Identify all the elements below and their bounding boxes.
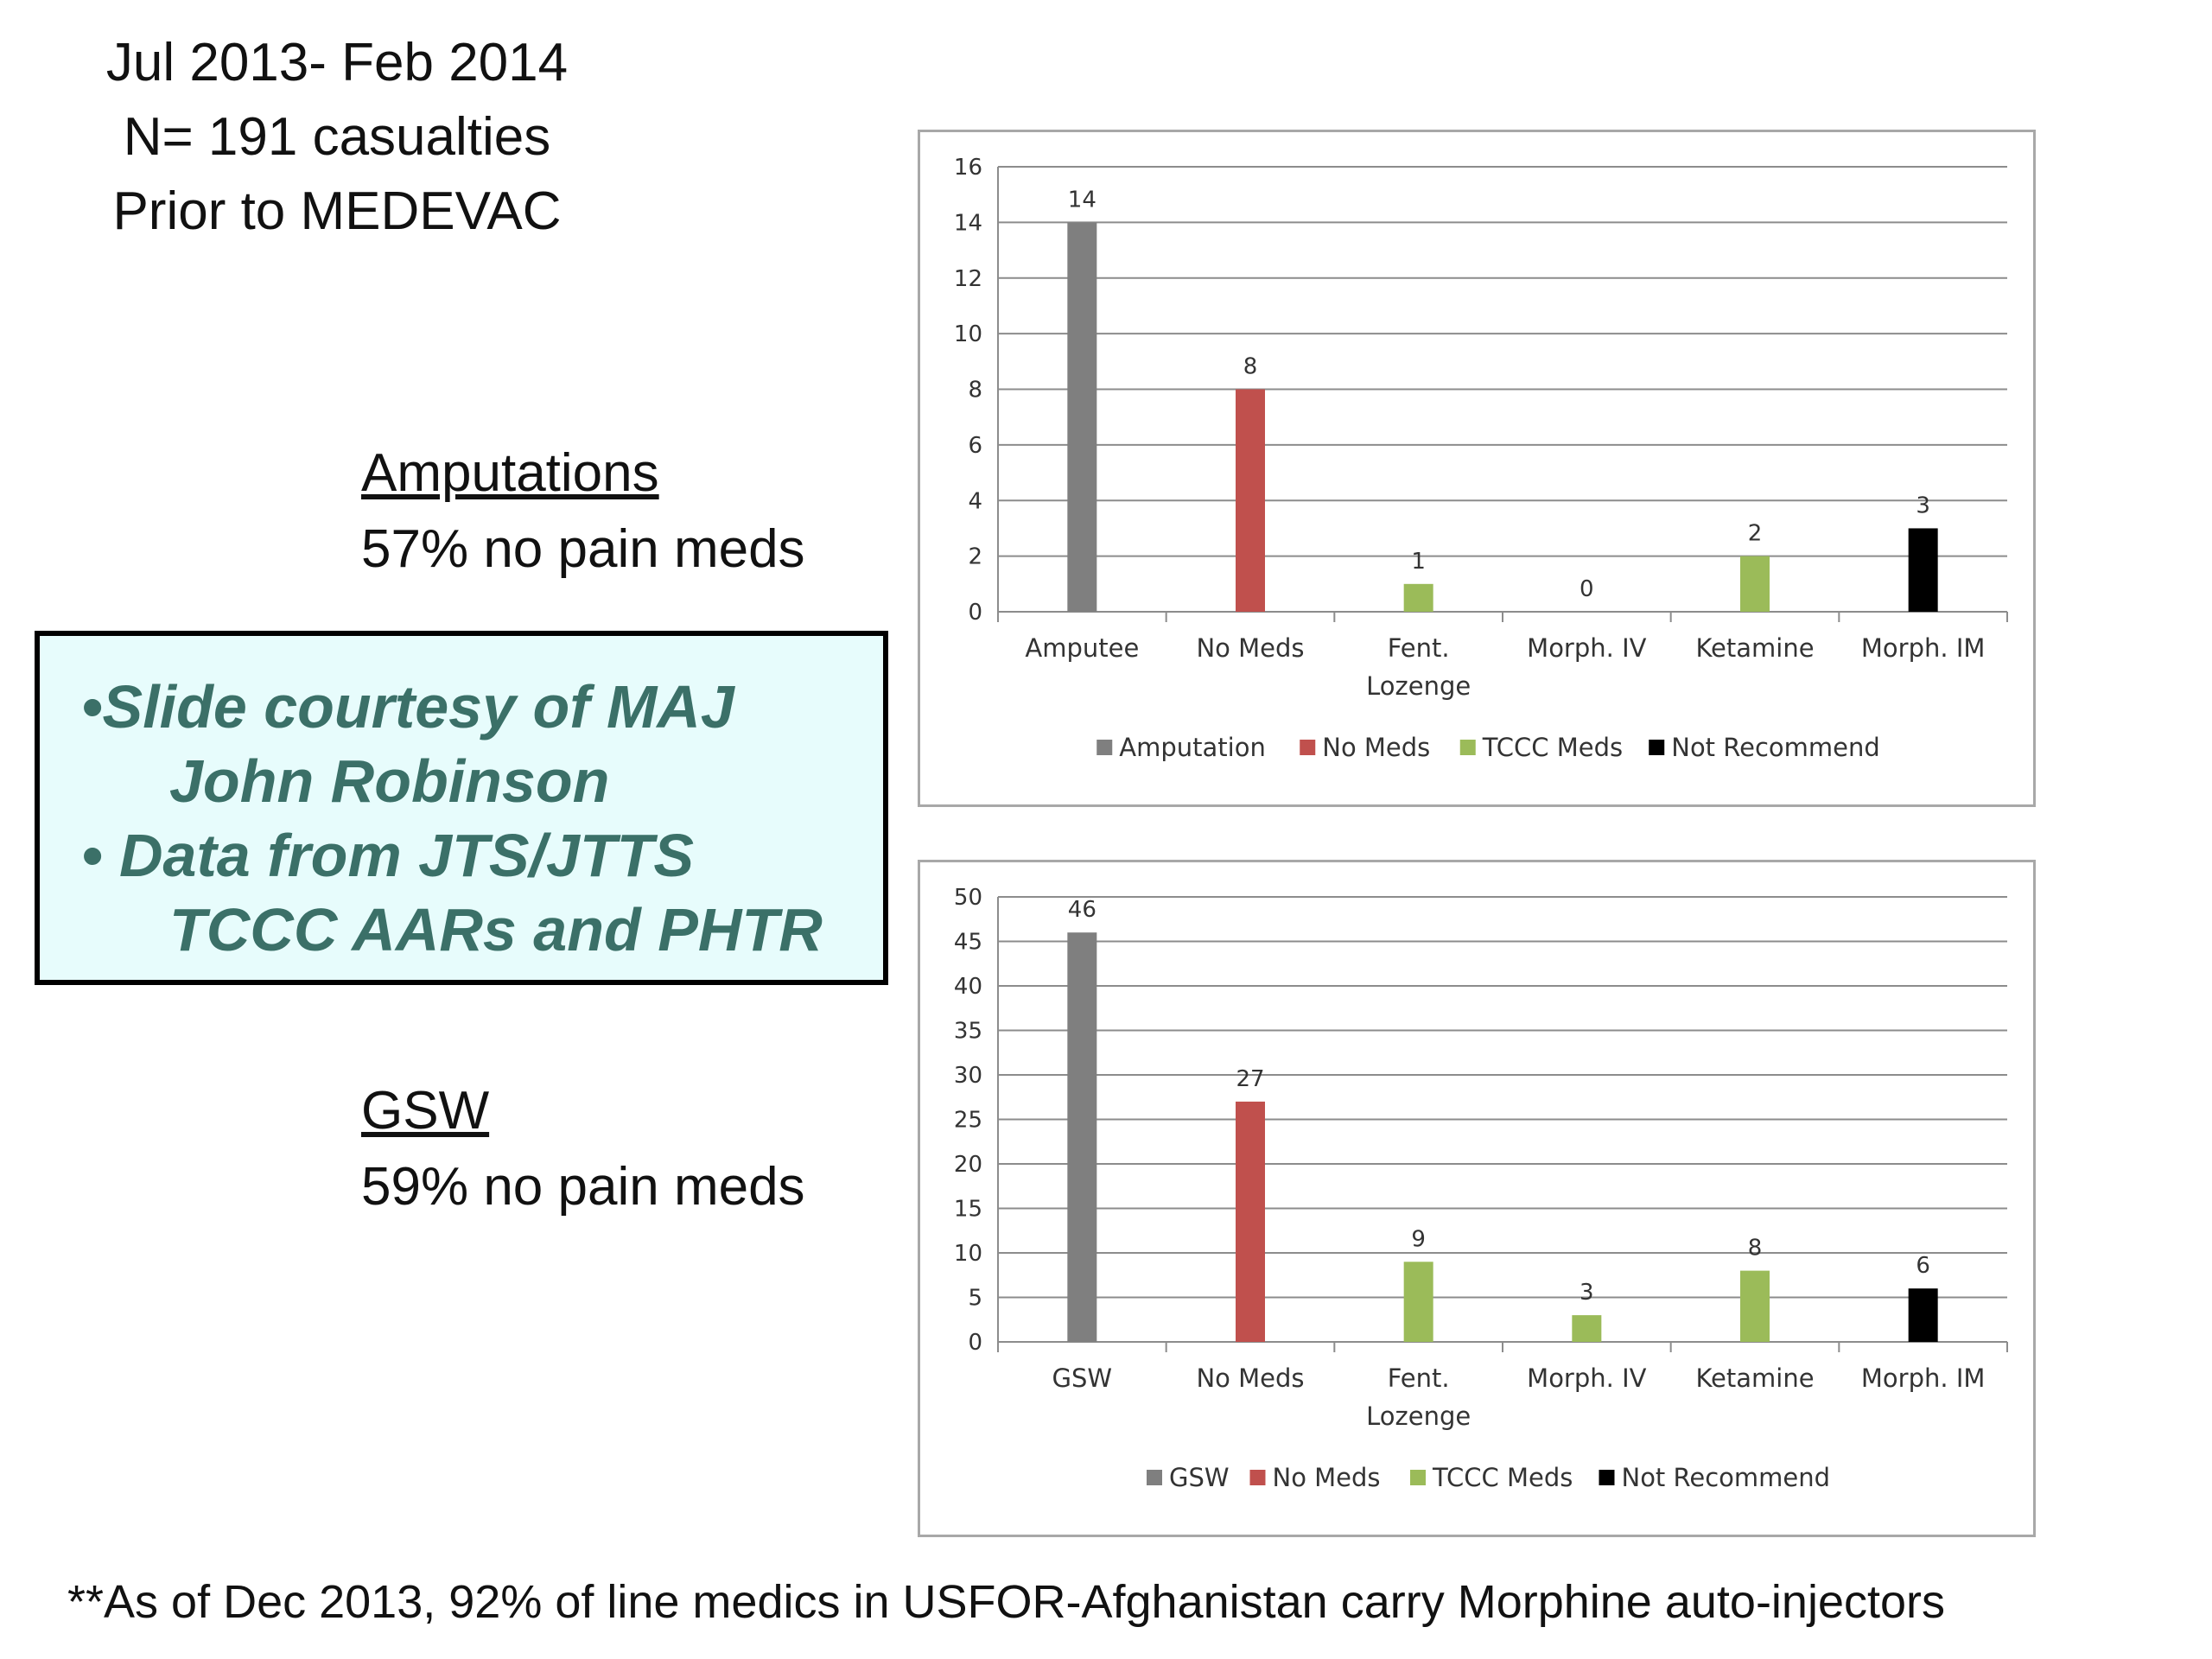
amputations-legend-label: TCCC Meds [1482,733,1623,762]
note-line-1: •Slide courtesy of MAJ [81,673,734,741]
gsw-category-label: Morph. IM [1861,1363,1986,1393]
amputations-category-label: Morph. IV [1527,633,1646,663]
amputations-category-label: No Meds [1196,633,1304,663]
gsw-data-label: 8 [1748,1236,1763,1262]
gsw-y-tick-label: 5 [968,1286,982,1312]
gsw-legend-label: No Meds [1273,1463,1381,1492]
amputations-chart-panel: 0 2 4 6 8 10 12 14 16 14 Amputee 8 No Meds 1 Fent. Loze… [918,130,2036,807]
gsw-y-tick-label: 45 [954,930,982,956]
amputations-category-label: Amputee [1025,633,1139,663]
gsw-legend-label: Not Recommend [1622,1463,1831,1492]
note-line-3: • Data from JTS/JTTS [81,822,695,889]
amputations-bar [1403,583,1433,612]
gsw-bar [1740,1270,1770,1342]
date-range: Jul 2013- Feb 2014 [105,33,569,92]
amputations-category-label: Fent. Lozenge [1366,633,1471,701]
gsw-y-tick-label: 25 [954,1108,982,1134]
gsw-legend-swatch [1249,1470,1266,1485]
gsw-y-tick-label: 0 [968,1330,982,1356]
gsw-y-tick-label: 20 [954,1152,982,1178]
amputations-y-tick-label: 12 [954,266,982,292]
gsw-title: GSW [361,1081,490,1141]
amputations-data-label: 1 [1411,549,1426,575]
amputations-legend-label: Amputation [1119,733,1266,762]
amputations-bar [1740,556,1770,612]
amputations-bar [1236,389,1265,612]
gsw-category-label: Ketamine [1695,1363,1814,1393]
amputations-y-tick-label: 6 [968,433,982,459]
gsw-data-label: 46 [1068,897,1096,923]
amputations-y-tick-label: 2 [968,544,982,570]
gsw-legend-label: GSW [1169,1463,1230,1492]
casualty-count: N= 191 casualties [123,107,551,167]
slide-header: Jul 2013- Feb 2014 N= 191 casualties Pri… [35,26,639,249]
amputations-category-label: Ketamine [1695,633,1814,663]
amputations-y-tick-label: 10 [954,321,982,347]
gsw-y-tick-label: 10 [954,1241,982,1267]
gsw-data-label: 3 [1580,1280,1594,1306]
gsw-chart-panel: 0 5 10 15 20 25 30 35 40 45 50 46 GSW 27 No Meds 9 Fent.… [918,860,2036,1537]
gsw-category-label: Fent. Lozenge [1366,1363,1471,1431]
amputations-y-tick-label: 8 [968,378,982,404]
gsw-category-label: No Meds [1196,1363,1304,1393]
gsw-bar-chart: 0 5 10 15 20 25 30 35 40 45 50 46 GSW 27 No Meds 9 Fent.… [954,885,2008,1492]
note-line-4: TCCC AARs and PHTR [169,896,823,963]
amputations-y-tick-label: 16 [954,155,982,181]
amputations-legend-swatch [1096,740,1113,755]
gsw-bar [1908,1288,1938,1342]
amputations-subtitle: 57% no pain meds [361,519,805,579]
gsw-y-tick-label: 35 [954,1019,982,1045]
gsw-y-tick-label: 50 [954,885,982,911]
amputations-data-label: 0 [1580,576,1594,602]
amputations-legend-label: No Meds [1322,733,1430,762]
gsw-bar [1403,1262,1433,1342]
amputations-y-tick-label: 0 [968,600,982,626]
gsw-subtitle: 59% no pain meds [361,1157,805,1217]
amputations-title: Amputations [361,443,659,503]
gsw-y-tick-label: 15 [954,1197,982,1223]
amputations-y-tick-label: 14 [954,210,982,236]
amputations-bar [1908,528,1938,612]
gsw-category-label: GSW [1052,1363,1113,1393]
amputations-bar [1067,222,1097,612]
amputations-legend-swatch [1300,740,1316,755]
gsw-legend-label: TCCC Meds [1432,1463,1573,1492]
gsw-y-tick-label: 30 [954,1063,982,1089]
gsw-legend-swatch [1410,1470,1426,1485]
gsw-bar [1236,1101,1265,1342]
amputations-y-tick-label: 4 [968,488,982,514]
amputations-data-label: 8 [1243,354,1258,380]
gsw-data-label: 27 [1236,1066,1264,1092]
gsw-bar [1067,932,1097,1342]
amputations-category-label: Morph. IM [1861,633,1986,663]
gsw-legend-swatch [1599,1470,1615,1485]
gsw-data-label: 9 [1411,1226,1426,1252]
amputations-data-label: 14 [1068,187,1096,213]
gsw-data-label: 6 [1916,1253,1930,1279]
credit-note-box: •Slide courtesy of MAJ John Robinson • D… [35,631,888,985]
header-context: Prior to MEDEVAC [112,181,562,241]
amputations-legend-swatch [1459,740,1476,755]
amputations-legend-label: Not Recommend [1671,733,1880,762]
amputations-data-label: 3 [1916,493,1930,518]
note-line-2: John Robinson [169,747,610,815]
footer-note: **As of Dec 2013, 92% of line medics in … [67,1576,1945,1628]
amputations-bar-chart: 0 2 4 6 8 10 12 14 16 14 Amputee 8 No Meds 1 Fent. Loze… [954,155,2008,762]
gsw-bar [1572,1315,1602,1342]
gsw-y-tick-label: 40 [954,974,982,1000]
gsw-category-label: Morph. IV [1527,1363,1646,1393]
gsw-legend-swatch [1147,1470,1162,1485]
amputations-legend-swatch [1649,740,1665,755]
amputations-data-label: 2 [1748,521,1763,547]
